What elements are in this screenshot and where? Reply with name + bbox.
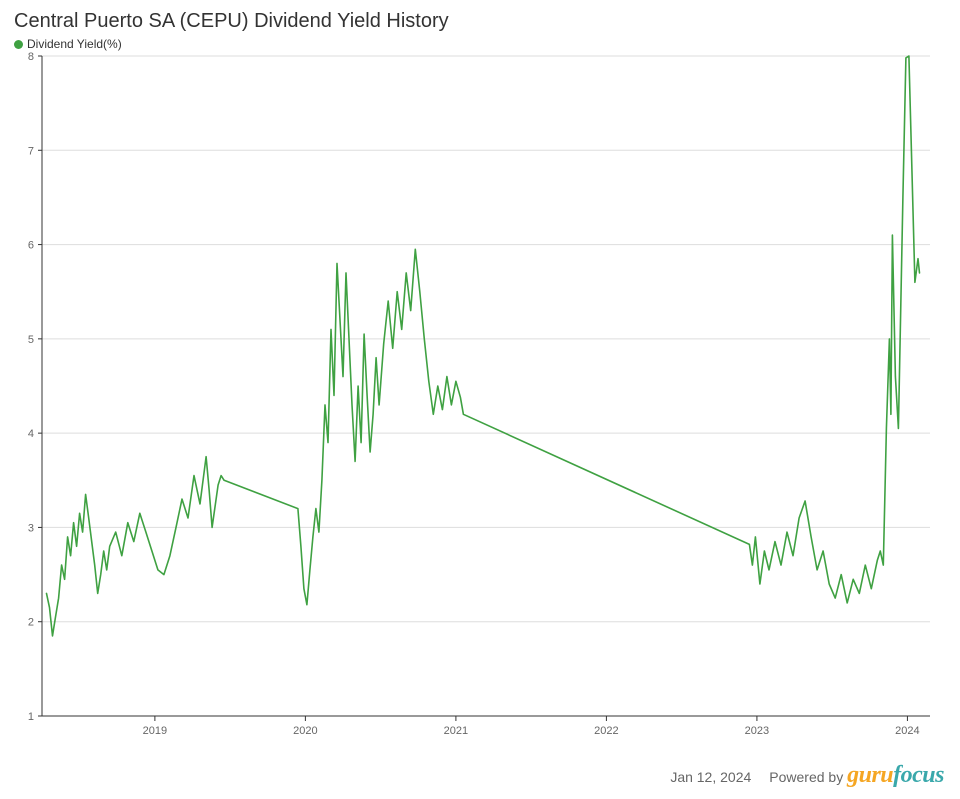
svg-text:7: 7 [28, 145, 34, 157]
svg-text:4: 4 [28, 428, 34, 440]
svg-text:5: 5 [28, 333, 34, 345]
brand-guru: guru [847, 762, 893, 788]
svg-text:2021: 2021 [444, 725, 468, 737]
svg-text:2024: 2024 [895, 725, 919, 737]
svg-text:2022: 2022 [594, 725, 618, 737]
footer: Jan 12, 2024 Powered by gurufocus [670, 762, 944, 789]
svg-text:3: 3 [28, 522, 34, 534]
legend: Dividend Yield(%) [0, 33, 960, 52]
svg-text:1: 1 [28, 711, 34, 723]
svg-text:2023: 2023 [745, 725, 769, 737]
legend-item: Dividend Yield(%) [14, 37, 122, 51]
legend-label: Dividend Yield(%) [27, 37, 122, 51]
footer-date: Jan 12, 2024 [670, 769, 751, 785]
chart-title: Central Puerto SA (CEPU) Dividend Yield … [0, 0, 960, 33]
svg-text:8: 8 [28, 52, 34, 63]
legend-swatch [14, 40, 23, 49]
svg-text:2020: 2020 [293, 725, 317, 737]
svg-text:2019: 2019 [143, 725, 167, 737]
powered-by: Powered by gurufocus [769, 762, 944, 789]
svg-text:2: 2 [28, 616, 34, 628]
powered-by-prefix: Powered by [769, 769, 843, 785]
brand-logo: gurufocus [847, 762, 944, 788]
svg-text:6: 6 [28, 239, 34, 251]
chart-svg: 1 2 3 4 5 6 7 8 2019 2020 2021 2022 2023 2024 [0, 52, 940, 744]
brand-focus: focus [893, 762, 944, 788]
